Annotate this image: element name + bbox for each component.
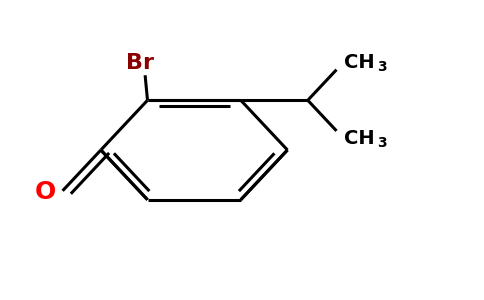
Text: 3: 3 (377, 60, 387, 74)
Text: 3: 3 (377, 136, 387, 150)
Text: Br: Br (126, 53, 154, 73)
Text: CH: CH (344, 129, 375, 148)
Text: CH: CH (344, 53, 375, 72)
Text: O: O (35, 180, 57, 204)
